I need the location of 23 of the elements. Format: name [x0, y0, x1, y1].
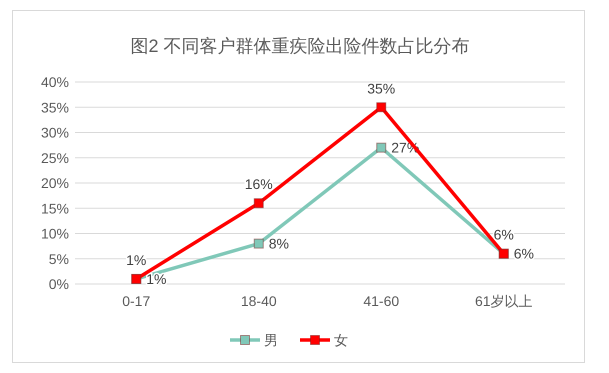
data-label: 16% [244, 176, 273, 192]
chart-title: 图2 不同客户群体重疾险出险件数占比分布 [130, 36, 470, 56]
y-tick-label: 25% [40, 150, 69, 166]
y-tick-label: 35% [40, 99, 69, 116]
x-tick-label: 0-17 [122, 293, 150, 309]
y-tick-label: 40% [40, 74, 69, 90]
data-label: 35% [367, 80, 396, 96]
data-label: 1% [126, 252, 146, 268]
y-tick-label: 20% [40, 175, 69, 191]
y-tick-label: 15% [40, 200, 69, 216]
x-tick-label: 18-40 [240, 293, 277, 309]
y-tick-label: 10% [40, 226, 69, 242]
x-tick-label: 61岁以上 [474, 293, 533, 309]
x-tick-label: 41-60 [363, 293, 400, 309]
data-label: 1% [146, 270, 166, 287]
legend-label: 女 [334, 332, 348, 348]
y-tick-label: 0% [48, 276, 69, 292]
y-tick-label: 30% [40, 124, 69, 140]
data-label: 8% [268, 236, 289, 252]
y-tick-label: 5% [48, 250, 69, 267]
data-label: 6% [514, 246, 534, 262]
legend-label: 男 [264, 332, 278, 348]
data-label: 6% [494, 226, 514, 243]
